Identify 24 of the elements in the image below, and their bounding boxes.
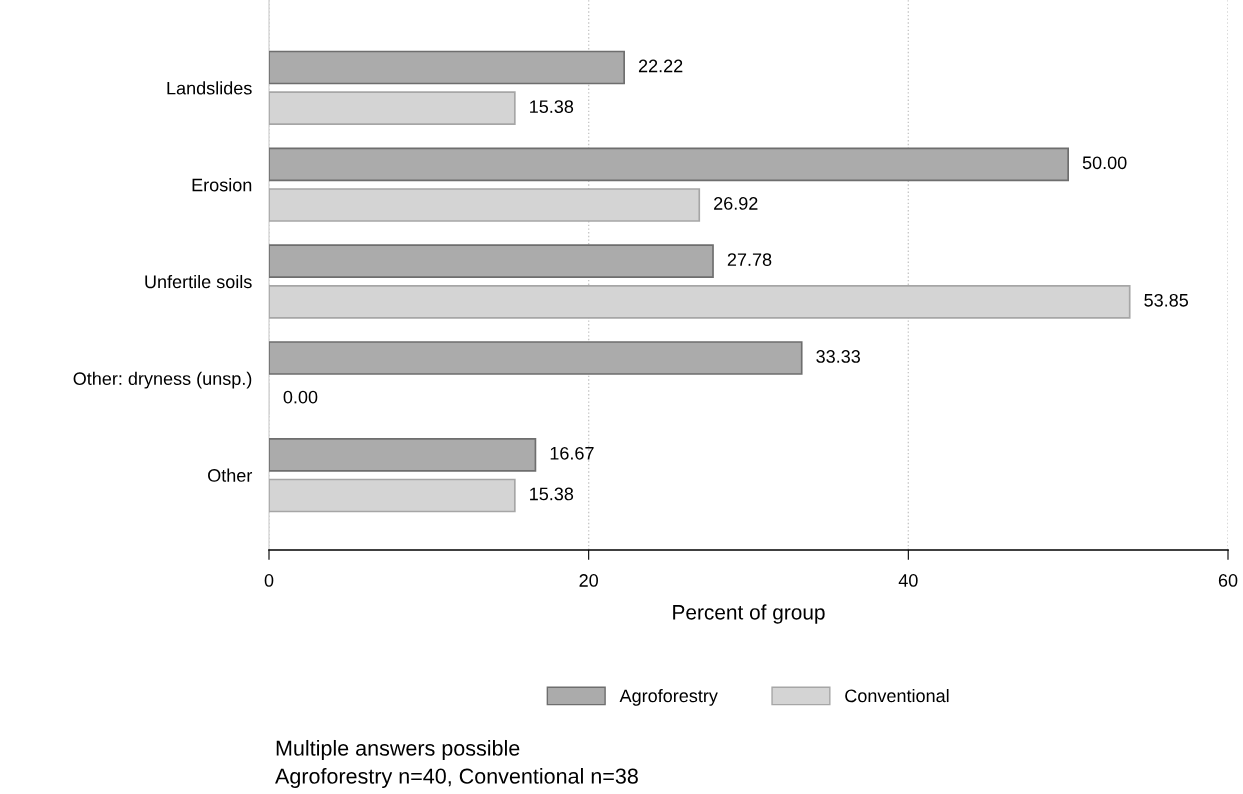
data-label: 50.00	[1082, 156, 1127, 170]
text: Multiple answers possible	[276, 739, 520, 761]
y-tick-label: Landslides	[167, 81, 252, 95]
data-label: 15.38	[530, 100, 574, 114]
legend-label: Agroforestry	[619, 688, 718, 706]
data-label: 0.00	[283, 390, 318, 404]
data-label: 16.67	[550, 446, 594, 460]
text: Agroforestry n=40, Conventional n=38	[275, 767, 638, 789]
x-tick-label: 40	[898, 574, 918, 587]
x-tick-label: 0	[264, 574, 274, 587]
data-label: 53.85	[1144, 293, 1189, 307]
y-tick-label: Other: dryness (unsp.)	[73, 371, 252, 389]
y-tick-label: Erosion	[192, 178, 252, 192]
x-tick-label: 60	[1218, 574, 1238, 587]
legend-label: Conventional	[845, 688, 949, 703]
y-tick-label: Other	[208, 468, 253, 482]
data-label: 27.78	[727, 253, 772, 266]
data-label: 26.92	[714, 197, 758, 210]
y-tick-label: Unfertile soils	[145, 274, 252, 289]
data-label: 22.22	[638, 59, 683, 73]
data-label: 33.33	[816, 350, 860, 363]
data-label: 15.38	[530, 487, 574, 501]
x-axis-title: Percent of group	[673, 604, 825, 624]
x-tick-label: 20	[579, 574, 598, 587]
